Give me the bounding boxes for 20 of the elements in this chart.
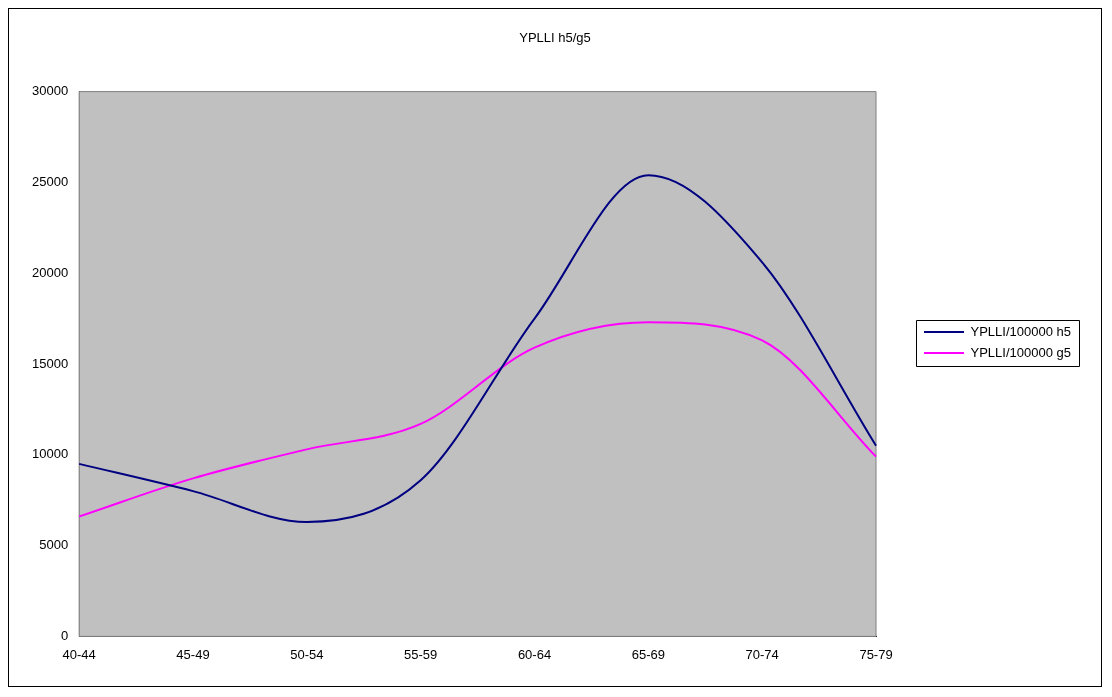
legend-label: YPLLI/100000 g5 [970,344,1072,360]
y-tick-label: 20000 [31,264,69,280]
x-tick-label: 75-79 [859,646,893,662]
y-tick-label: 5000 [39,537,69,553]
y-tick-label: 10000 [31,446,69,462]
y-tick-label: 30000 [31,83,69,99]
x-tick-label: 70-74 [745,646,779,662]
x-tick-label: 40-44 [62,646,96,662]
x-tick-label: 60-64 [517,646,552,662]
line-series [78,321,878,518]
legend-label: YPLLI/100000 h5 [970,323,1072,339]
x-tick-label: 65-69 [631,646,665,662]
y-tick-label: 0 [60,627,69,643]
x-tick-label: 45-49 [176,646,210,662]
chart-title: YPLLI h5/g5 [519,30,591,46]
line-series [78,174,878,523]
y-tick-label: 15000 [31,355,69,371]
x-tick-label: 55-59 [404,646,438,662]
y-tick-label: 25000 [31,173,69,189]
x-tick-label: 50-54 [290,646,324,662]
